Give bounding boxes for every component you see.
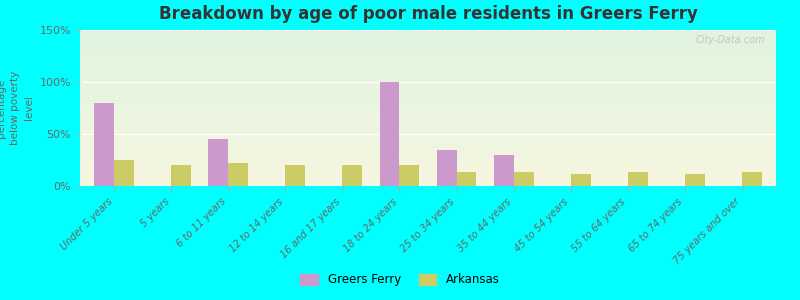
Bar xyxy=(514,172,534,186)
Bar xyxy=(94,103,114,186)
Bar xyxy=(342,165,362,186)
Bar xyxy=(379,82,399,186)
Bar xyxy=(628,172,648,186)
Bar xyxy=(286,165,306,186)
Bar xyxy=(742,172,762,186)
Y-axis label: percentage
below poverty
level: percentage below poverty level xyxy=(0,71,34,145)
Title: Breakdown by age of poor male residents in Greers Ferry: Breakdown by age of poor male residents … xyxy=(158,5,698,23)
Bar xyxy=(570,173,590,186)
Bar xyxy=(437,150,457,186)
Bar xyxy=(494,155,514,186)
Bar xyxy=(399,165,419,186)
Bar xyxy=(228,163,248,186)
Bar xyxy=(171,165,191,186)
Bar xyxy=(685,173,705,186)
Bar xyxy=(208,139,228,186)
Bar xyxy=(114,160,134,186)
Text: City-Data.com: City-Data.com xyxy=(696,35,766,45)
Legend: Greers Ferry, Arkansas: Greers Ferry, Arkansas xyxy=(296,269,504,291)
Bar xyxy=(457,172,477,186)
